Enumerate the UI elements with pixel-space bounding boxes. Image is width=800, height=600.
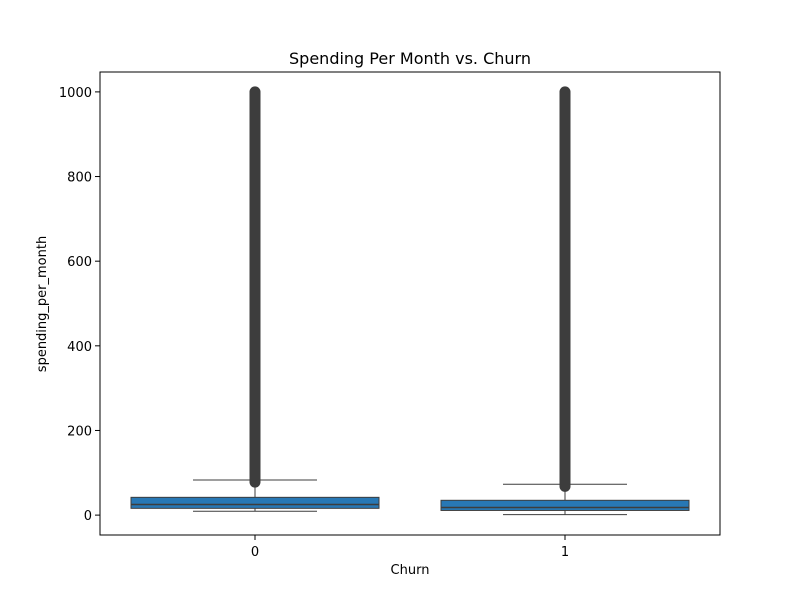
y-tick-label: 200 — [67, 424, 92, 439]
iqr-box — [440, 499, 690, 511]
chart-title: Spending Per Month vs. Churn — [289, 49, 531, 68]
y-tick-label: 600 — [67, 255, 92, 270]
y-tick-label: 400 — [67, 340, 92, 355]
iqr-box — [130, 496, 380, 509]
plot-marks — [130, 86, 690, 516]
y-axis-label: spending_per_month — [35, 236, 50, 372]
y-tick-label: 800 — [67, 171, 92, 186]
y-axis: 0 200 400 600 800 1000 — [59, 86, 100, 524]
x-tick-label: 0 — [251, 545, 259, 560]
x-axis-label: Churn — [391, 563, 430, 578]
box-group-0 — [130, 86, 380, 512]
plot-frame — [99, 71, 721, 536]
x-tick-label: 1 — [561, 545, 569, 560]
y-tick-label: 0 — [84, 509, 92, 524]
y-tick-label: 1000 — [59, 86, 92, 101]
box-group-1 — [440, 86, 690, 516]
